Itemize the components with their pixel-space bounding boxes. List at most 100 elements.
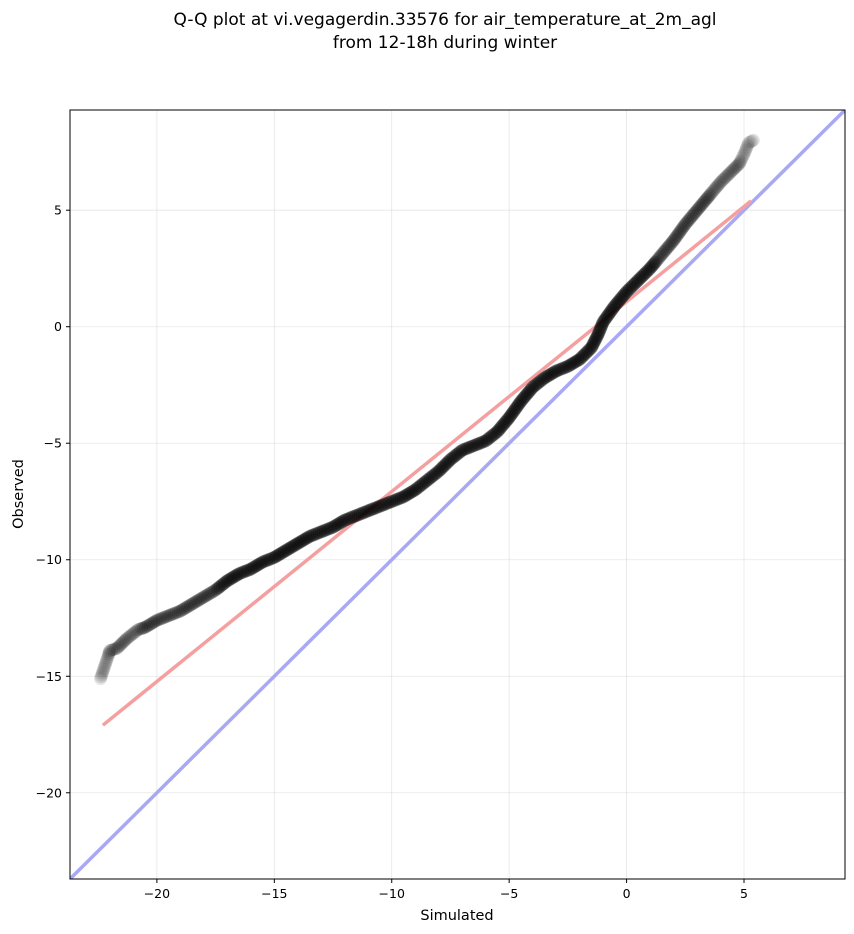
y-tick-label: −10 <box>36 552 62 567</box>
quantile-point <box>103 644 117 658</box>
quantile-point <box>413 479 427 493</box>
quantile-point <box>650 254 664 268</box>
quantile-point <box>363 503 377 517</box>
quantile-point <box>150 613 164 627</box>
quantile-point <box>182 599 196 613</box>
quantile-point <box>694 199 708 213</box>
quantile-point <box>289 537 303 551</box>
quantile-point <box>532 375 546 389</box>
quantile-point <box>510 399 524 413</box>
quantile-point <box>595 317 609 331</box>
quantile-point <box>555 362 569 376</box>
quantile-point <box>192 593 206 607</box>
quantile-point <box>106 642 120 656</box>
quantile-point <box>598 312 612 326</box>
quantile-point <box>644 260 658 274</box>
quantile-point <box>301 530 315 544</box>
quantile-point <box>217 576 231 590</box>
x-tick-label: −5 <box>500 886 518 901</box>
quantile-point <box>684 211 698 225</box>
quantile-point <box>590 330 604 344</box>
quantile-point <box>489 426 503 440</box>
quantile-point <box>737 147 751 161</box>
y-tick-label: 0 <box>54 319 62 334</box>
quantile-point <box>661 240 675 254</box>
quantile-point <box>639 266 653 280</box>
quantile-point <box>351 508 365 522</box>
quantile-point <box>336 514 350 528</box>
quantile-point <box>322 522 336 536</box>
quantile-point <box>546 366 560 380</box>
quantile-point <box>509 401 523 415</box>
quantile-point <box>502 411 516 425</box>
quantile-point <box>627 277 641 291</box>
quantile-point <box>197 590 211 604</box>
quantile-point <box>344 511 358 525</box>
quantile-point <box>607 300 621 314</box>
quantile-point <box>712 177 726 191</box>
quantile-point <box>467 439 481 453</box>
quantile-point <box>512 398 526 412</box>
quantile-point <box>687 206 701 220</box>
quantile-point <box>417 476 431 490</box>
quantile-point <box>147 615 161 629</box>
quantile-point <box>310 526 324 540</box>
quantile-point <box>251 558 265 572</box>
quantile-point <box>173 604 187 618</box>
quantile-point <box>655 247 669 261</box>
quantile-point <box>513 396 527 410</box>
quantile-point <box>621 283 635 297</box>
quantile-point <box>168 606 182 620</box>
quantile-point <box>190 594 204 608</box>
quantile-point <box>647 257 661 271</box>
quantile-point <box>361 504 375 518</box>
quantile-point <box>238 564 252 578</box>
quantile-point <box>340 512 354 526</box>
quantile-point <box>507 404 521 418</box>
quantile-point <box>400 488 414 502</box>
quantile-point <box>445 451 459 465</box>
quantile-point <box>98 659 112 673</box>
quantile-point <box>588 334 602 348</box>
quantile-point <box>685 209 699 223</box>
quantile-point <box>730 159 743 173</box>
quantile-point <box>714 175 728 189</box>
quantile-point <box>601 309 615 323</box>
quantile-point <box>563 358 577 372</box>
quantile-point <box>281 542 295 556</box>
quantile-point <box>200 588 214 602</box>
quantile-point <box>631 273 645 287</box>
quantile-point <box>519 388 533 402</box>
quantile-point <box>269 549 283 563</box>
quantile-point <box>618 286 632 300</box>
quantile-point <box>724 165 738 179</box>
quantile-point <box>154 612 168 626</box>
quantile-point <box>672 225 686 239</box>
quantile-point <box>113 639 127 653</box>
quantile-point <box>593 323 607 337</box>
quantile-point <box>254 556 268 570</box>
quantile-point <box>520 387 534 401</box>
quantile-point <box>642 263 656 277</box>
quantile-point <box>721 168 735 182</box>
quantile-point <box>171 605 185 619</box>
quantile-point <box>316 524 330 538</box>
quantile-point <box>506 406 520 420</box>
quantile-point <box>287 538 301 552</box>
quantile-point <box>716 172 730 186</box>
quantile-point <box>743 135 757 149</box>
quantile-point <box>591 328 605 342</box>
quantile-point <box>561 359 575 373</box>
quantile-point <box>742 136 756 150</box>
quantile-point <box>633 272 647 286</box>
quantile-point <box>160 609 174 623</box>
quantile-point <box>542 368 556 382</box>
quantile-point <box>381 496 395 510</box>
quantile-point <box>576 349 590 363</box>
y-tick-label: −20 <box>36 785 62 800</box>
quantile-point <box>246 561 260 575</box>
quantile-point <box>391 492 405 506</box>
quantile-point <box>111 640 125 654</box>
quantile-point <box>387 494 401 508</box>
quantile-point <box>515 393 529 407</box>
